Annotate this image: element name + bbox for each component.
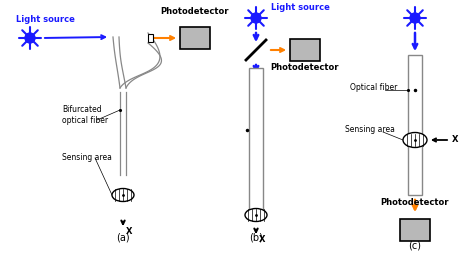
Text: (a): (a) — [116, 232, 130, 242]
Text: Bifurcated
optical fiber: Bifurcated optical fiber — [62, 105, 108, 125]
Ellipse shape — [245, 208, 267, 222]
Circle shape — [251, 13, 261, 23]
Circle shape — [25, 33, 35, 43]
Text: X: X — [259, 235, 265, 244]
Bar — [180, 27, 210, 49]
Text: Photodetector: Photodetector — [161, 7, 229, 16]
Text: Sensing area: Sensing area — [345, 125, 395, 134]
Ellipse shape — [403, 133, 427, 148]
Text: Light source: Light source — [271, 3, 330, 12]
Bar — [290, 39, 320, 61]
Text: Sensing area: Sensing area — [62, 153, 112, 162]
Bar — [400, 219, 430, 241]
Text: (b): (b) — [249, 232, 263, 242]
Bar — [148, 34, 153, 42]
Circle shape — [410, 13, 420, 23]
Text: X: X — [452, 135, 458, 144]
Bar — [249, 68, 263, 210]
Text: Photodetector: Photodetector — [271, 63, 339, 72]
Text: Optical fiber: Optical fiber — [350, 84, 397, 93]
Text: X: X — [126, 227, 133, 236]
Text: (c): (c) — [409, 240, 421, 250]
Text: Light source: Light source — [16, 15, 75, 24]
Text: Photodetector: Photodetector — [381, 198, 449, 207]
Ellipse shape — [112, 188, 134, 201]
Bar — [408, 55, 422, 195]
